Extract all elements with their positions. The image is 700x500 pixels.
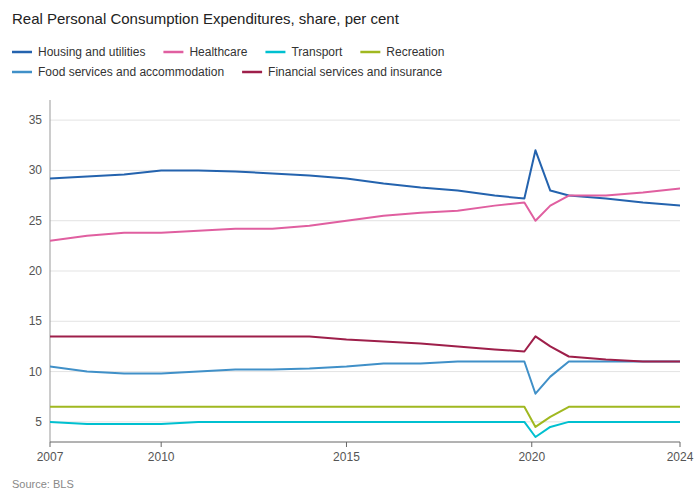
series-line xyxy=(50,362,680,394)
grid-line xyxy=(50,120,680,121)
legend-item: Healthcare xyxy=(163,45,247,59)
legend-item: Financial services and insurance xyxy=(242,65,442,79)
series-line xyxy=(50,422,680,437)
series-line xyxy=(50,336,680,361)
title: Real Personal Consumption Expenditures, … xyxy=(12,10,400,27)
plot-area xyxy=(50,150,680,437)
legend-item: Transport xyxy=(265,45,343,59)
series-line xyxy=(50,150,680,205)
y-tick-label: 35 xyxy=(29,113,43,127)
grid-line xyxy=(50,271,680,272)
legend-label: Housing and utilities xyxy=(38,45,145,59)
y-tick-label: 30 xyxy=(29,163,43,177)
y-axis: 5 10 15 20 25 30 35 xyxy=(29,113,680,429)
series-line xyxy=(50,407,680,427)
x-axis-line xyxy=(50,442,680,443)
y-axis-line xyxy=(50,100,51,442)
legend-swatch xyxy=(360,51,380,54)
legend-item: Recreation xyxy=(360,45,444,59)
y-tick-label: 15 xyxy=(29,314,43,328)
x-tick xyxy=(161,442,162,447)
legend-swatch xyxy=(265,51,285,54)
y-tick-label: 20 xyxy=(29,264,43,278)
x-tick xyxy=(531,442,532,447)
legend-item: Housing and utilities xyxy=(12,45,145,59)
legend-label: Recreation xyxy=(386,45,444,59)
grid-line xyxy=(50,220,680,221)
legend-label: Transport xyxy=(291,45,343,59)
grid-line xyxy=(50,321,680,322)
y-tick-label: 5 xyxy=(35,415,42,429)
x-tick-label: 2015 xyxy=(333,450,360,464)
legend-swatch xyxy=(242,71,262,74)
x-tick-label: 2020 xyxy=(518,450,545,464)
legend-item: Food services and accommodation xyxy=(12,65,224,79)
series-line xyxy=(50,189,680,241)
y-tick-label: 25 xyxy=(29,214,43,228)
x-tick-label: 2007 xyxy=(37,450,64,464)
source: Source: BLS xyxy=(12,478,74,490)
grid-line xyxy=(50,371,680,372)
legend-swatch xyxy=(12,71,32,74)
grid-line xyxy=(50,170,680,171)
y-tick-label: 10 xyxy=(29,365,43,379)
x-axis: 2007 2010 2015 2020 2024 xyxy=(37,442,694,464)
legend-swatch xyxy=(163,51,183,54)
x-tick xyxy=(680,442,681,447)
legend: Housing and utilities Healthcare Transport… xyxy=(12,45,444,79)
legend-label: Food services and accommodation xyxy=(38,65,224,79)
legend-swatch xyxy=(12,51,32,54)
legend-label: Healthcare xyxy=(189,45,247,59)
x-tick-label: 2010 xyxy=(148,450,175,464)
x-tick xyxy=(50,442,51,447)
x-tick-label: 2024 xyxy=(667,450,694,464)
legend-label: Financial services and insurance xyxy=(268,65,442,79)
chart: Real Personal Consumption Expenditures, … xyxy=(0,0,700,500)
x-tick xyxy=(346,442,347,447)
